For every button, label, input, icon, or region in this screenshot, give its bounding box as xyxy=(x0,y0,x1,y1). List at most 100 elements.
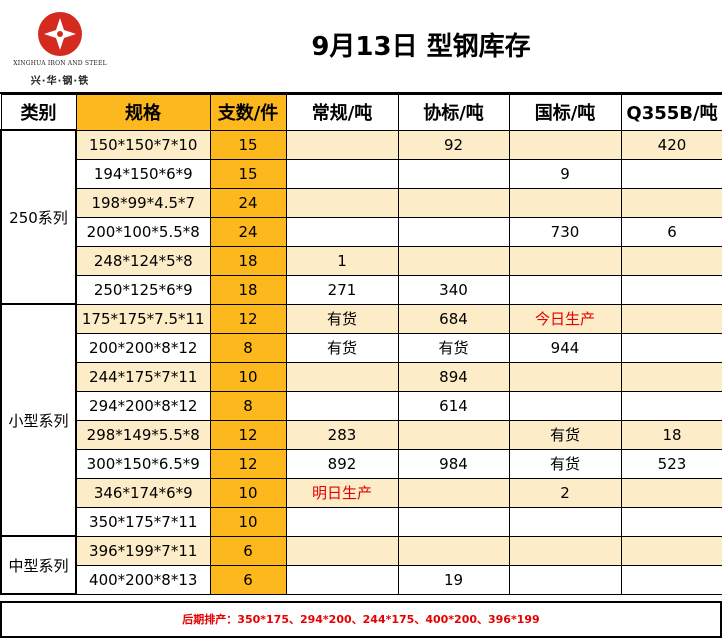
table-body: 250系列 150*150*7*10 15 92 420 194*150*6*9 15 9 19… xyxy=(0,129,722,595)
q355b-cell xyxy=(620,245,722,276)
count-cell: 6 xyxy=(209,564,287,595)
table-row: 200*100*5.5*8 24 730 6 xyxy=(1,216,722,247)
assoc-cell: 984 xyxy=(397,448,510,479)
q355b-cell xyxy=(620,274,722,305)
national-cell: 有货 xyxy=(508,448,622,479)
assoc-cell: 19 xyxy=(397,564,510,595)
q355b-cell xyxy=(620,332,722,363)
q355b-cell: 6 xyxy=(620,216,722,247)
table-row: 294*200*8*12 8 614 xyxy=(1,390,722,421)
spec-cell: 300*150*6.5*9 xyxy=(75,448,211,479)
regular-cell: 有货 xyxy=(285,303,399,334)
header-q355b: Q355B/吨 xyxy=(620,94,722,131)
regular-cell: 892 xyxy=(285,448,399,479)
spec-cell: 198*99*4.5*7 xyxy=(75,187,211,218)
national-cell xyxy=(508,535,622,566)
assoc-cell xyxy=(397,506,510,537)
regular-cell xyxy=(285,216,399,247)
regular-cell xyxy=(285,158,399,189)
q355b-cell xyxy=(620,158,722,189)
table-row: 298*149*5.5*8 12 283 有货 18 xyxy=(1,419,722,450)
table-row: 中型系列 396*199*7*11 6 xyxy=(0,535,722,595)
spec-cell: 396*199*7*11 xyxy=(75,535,211,566)
table-row: 248*124*5*8 18 1 xyxy=(1,245,722,276)
count-cell: 10 xyxy=(209,361,287,392)
spec-cell: 298*149*5.5*8 xyxy=(75,419,211,450)
assoc-cell xyxy=(397,419,510,450)
spec-cell: 200*100*5.5*8 xyxy=(75,216,211,247)
category-cell: 中型系列 xyxy=(0,535,77,595)
national-cell: 2 xyxy=(508,477,622,508)
table-row: 300*150*6.5*9 12 892 984 有货 523 xyxy=(1,448,722,479)
assoc-cell: 340 xyxy=(397,274,510,305)
header: XINGHUA IRON AND STEEL 兴·华·钢·铁 9月13日 型钢库… xyxy=(0,0,722,94)
regular-cell xyxy=(285,506,399,537)
spec-cell: 400*200*8*13 xyxy=(75,564,211,595)
national-cell: 730 xyxy=(508,216,622,247)
q355b-cell: 523 xyxy=(620,448,722,479)
logo-chinese-text: 兴·华·钢·铁 xyxy=(30,76,90,87)
count-cell: 24 xyxy=(209,216,287,247)
q355b-cell xyxy=(620,390,722,421)
q355b-cell: 420 xyxy=(620,129,722,160)
assoc-cell: 有货 xyxy=(397,332,510,363)
regular-cell: 271 xyxy=(285,274,399,305)
count-cell: 18 xyxy=(209,245,287,276)
national-cell xyxy=(508,274,622,305)
table-row: 400*200*8*13 6 19 xyxy=(1,564,722,595)
q355b-cell xyxy=(620,535,722,566)
regular-cell xyxy=(285,390,399,421)
assoc-cell xyxy=(397,216,510,247)
header-category: 类别 xyxy=(0,94,77,131)
q355b-cell xyxy=(620,361,722,392)
regular-cell: 1 xyxy=(285,245,399,276)
count-cell: 12 xyxy=(209,448,287,479)
q355b-cell xyxy=(620,303,722,334)
q355b-cell xyxy=(620,564,722,595)
national-cell: 今日生产 xyxy=(508,303,622,334)
regular-cell xyxy=(285,361,399,392)
table-row: 小型系列 175*175*7.5*11 12 有货 684 今日生产 xyxy=(0,303,722,537)
table-row: 200*200*8*12 8 有货 有货 944 xyxy=(1,332,722,363)
header-count: 支数/件 xyxy=(209,94,287,131)
regular-cell xyxy=(285,129,399,160)
assoc-cell xyxy=(397,535,510,566)
assoc-cell: 684 xyxy=(397,303,510,334)
count-cell: 12 xyxy=(209,419,287,450)
assoc-cell: 894 xyxy=(397,361,510,392)
national-cell xyxy=(508,129,622,160)
spec-cell: 346*174*6*9 xyxy=(75,477,211,508)
national-cell: 9 xyxy=(508,158,622,189)
count-cell: 6 xyxy=(209,535,287,566)
national-cell xyxy=(508,506,622,537)
assoc-cell xyxy=(397,187,510,218)
header-regular: 常规/吨 xyxy=(285,94,399,131)
table-row: 250*125*6*9 18 271 340 xyxy=(1,274,722,305)
count-cell: 10 xyxy=(209,506,287,537)
regular-cell xyxy=(285,187,399,218)
category-cell: 小型系列 xyxy=(0,303,77,537)
count-cell: 24 xyxy=(209,187,287,218)
table-row: 198*99*4.5*7 24 xyxy=(1,187,722,218)
national-cell: 944 xyxy=(508,332,622,363)
spec-cell: 250*125*6*9 xyxy=(75,274,211,305)
table-row: 250系列 150*150*7*10 15 92 420 xyxy=(0,129,722,305)
header-spec: 规格 xyxy=(75,94,211,131)
regular-cell: 283 xyxy=(285,419,399,450)
inventory-table: 类别 规格 支数/件 常规/吨 协标/吨 国标/吨 Q355B/吨 250系列 1… xyxy=(0,94,722,595)
page-title: 9月13日 型钢库存 xyxy=(311,32,531,62)
regular-cell xyxy=(285,535,399,566)
header-national: 国标/吨 xyxy=(508,94,622,131)
logo-english-text: XINGHUA IRON AND STEEL xyxy=(13,60,107,67)
count-cell: 8 xyxy=(209,390,287,421)
assoc-cell xyxy=(397,158,510,189)
regular-cell xyxy=(285,564,399,595)
count-cell: 10 xyxy=(209,477,287,508)
count-cell: 18 xyxy=(209,274,287,305)
table-header-row: 类别 规格 支数/件 常规/吨 协标/吨 国标/吨 Q355B/吨 xyxy=(0,94,722,131)
spec-cell: 248*124*5*8 xyxy=(75,245,211,276)
count-cell: 8 xyxy=(209,332,287,363)
q355b-cell xyxy=(620,506,722,537)
header-assoc: 协标/吨 xyxy=(397,94,510,131)
national-cell xyxy=(508,390,622,421)
